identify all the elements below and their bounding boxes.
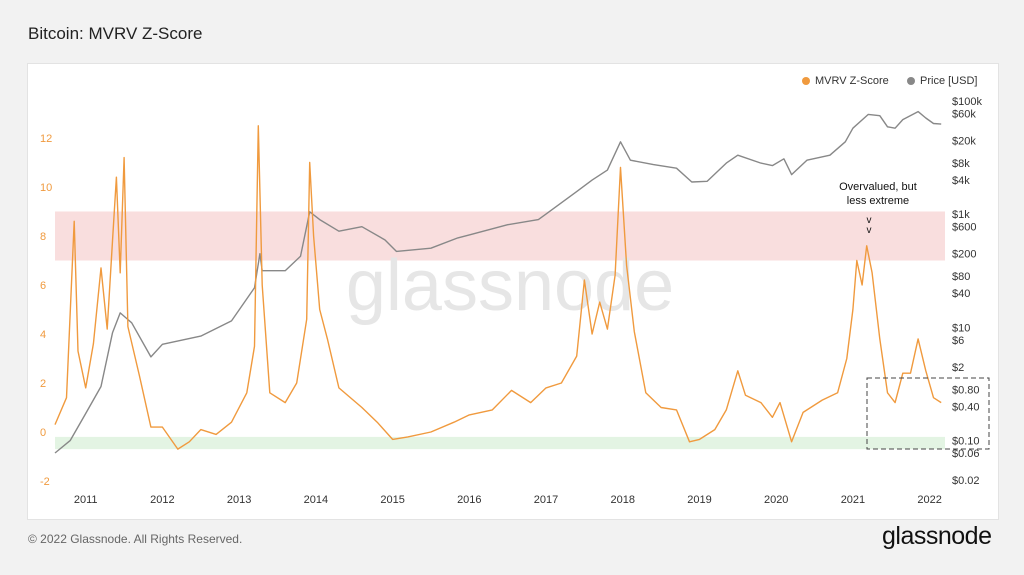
page-title: Bitcoin: MVRV Z-Score (28, 24, 203, 43)
x-tick-2017: 2017 (534, 494, 558, 506)
legend-mvrv-swatch (802, 77, 810, 85)
y-right-tick-6: $600 (952, 222, 976, 234)
y-right-tick-0: $100k (952, 96, 982, 108)
watermark: glassnode (346, 246, 674, 326)
annotation-arrow-0: v (867, 215, 872, 226)
x-tick-2015: 2015 (380, 494, 404, 506)
x-tick-2013: 2013 (227, 494, 251, 506)
y-right-tick-7: $200 (952, 249, 976, 261)
y-left-tick-6: 10 (40, 182, 52, 194)
y-right-tick-8: $80 (952, 271, 970, 283)
brand-logo: glassnode (882, 522, 992, 550)
y-right-tick-2: $20k (952, 136, 976, 148)
price-line (54, 110, 942, 454)
x-tick-2019: 2019 (687, 494, 711, 506)
x-tick-2011: 2011 (74, 494, 98, 506)
y-right-tick-4: $4k (952, 175, 970, 187)
y-right-tick-12: $2 (952, 362, 964, 374)
y-right-tick-3: $8k (952, 158, 970, 170)
highlight-box (866, 377, 990, 450)
y-left-tick-5: 8 (40, 231, 46, 243)
legend-mvrv[interactable]: MVRV Z-Score (802, 75, 889, 87)
band-overvalued (55, 211, 945, 261)
y-right-tick-11: $6 (952, 335, 964, 347)
band-undervalued (55, 436, 945, 450)
x-tick-2018: 2018 (611, 494, 635, 506)
x-tick-2020: 2020 (764, 494, 788, 506)
legend-price-swatch (907, 77, 915, 85)
x-tick-2016: 2016 (457, 494, 481, 506)
y-right-tick-5: $1k (952, 209, 970, 221)
y-left-tick-3: 4 (40, 329, 46, 341)
annotation-line-0: Overvalued, but (839, 181, 917, 193)
mvrv-line (54, 125, 942, 450)
copyright-footer: © 2022 Glassnode. All Rights Reserved. (28, 532, 243, 546)
x-tick-2021: 2021 (841, 494, 865, 506)
y-right-tick-1: $60k (952, 109, 976, 121)
x-tick-2022: 2022 (917, 494, 941, 506)
y-left-tick-1: 0 (40, 427, 46, 439)
annotation-arrow-1: v (867, 225, 872, 236)
y-right-tick-13: $0.80 (952, 384, 980, 396)
y-left-tick-4: 6 (40, 280, 46, 292)
legend-price-label: Price [USD] (920, 75, 978, 87)
y-left-tick-0: -2 (40, 476, 50, 488)
legend-price[interactable]: Price [USD] (907, 75, 977, 87)
legend-mvrv-label: MVRV Z-Score (815, 75, 889, 87)
x-tick-2012: 2012 (150, 494, 174, 506)
y-right-tick-17: $0.02 (952, 475, 980, 487)
x-tick-2014: 2014 (304, 494, 328, 506)
annotation-line-1: less extreme (847, 195, 909, 207)
y-left-tick-7: 12 (40, 133, 52, 145)
y-right-tick-16: $0.06 (952, 448, 980, 460)
y-left-tick-2: 2 (40, 378, 46, 390)
y-right-tick-9: $40 (952, 288, 970, 300)
y-right-tick-14: $0.40 (952, 401, 980, 413)
y-right-tick-10: $10 (952, 322, 970, 334)
y-right-tick-15: $0.10 (952, 435, 980, 447)
